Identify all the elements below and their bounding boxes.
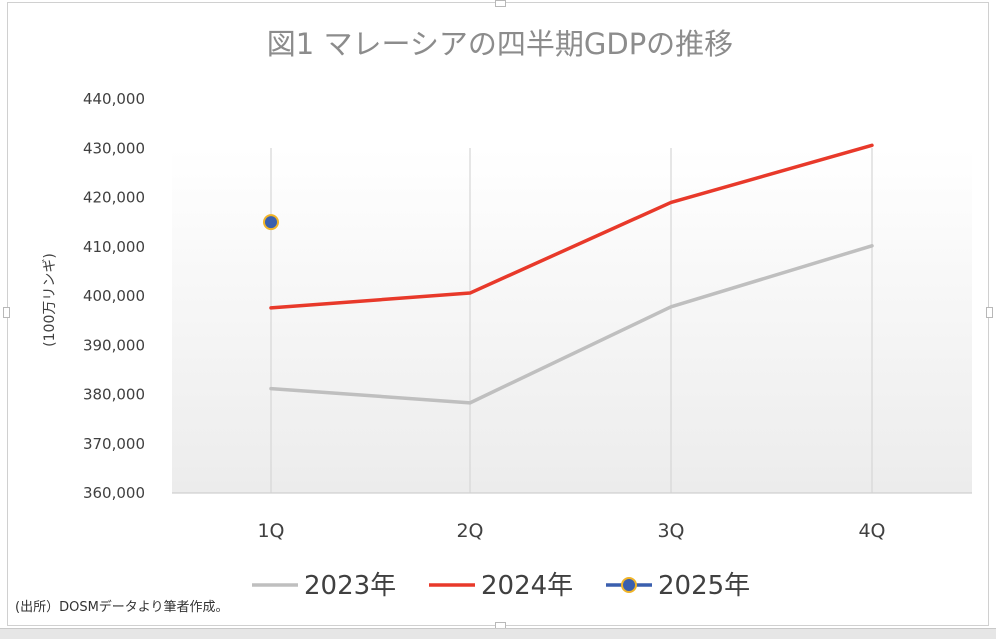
legend-label-2024年: 2024年 <box>481 571 573 601</box>
x-category-label: 4Q <box>858 520 885 542</box>
x-category-label: 2Q <box>456 520 483 542</box>
y-tick-label: 440,000 <box>83 90 145 108</box>
y-tick-label: 410,000 <box>83 238 145 256</box>
legend-marker-2025年 <box>621 577 637 593</box>
x-category-label: 1Q <box>257 520 284 542</box>
series-line-2024年 <box>269 143 874 310</box>
resize-handle-top[interactable] <box>495 0 506 7</box>
y-tick-label: 370,000 <box>83 435 145 453</box>
y-tick-label: 360,000 <box>83 484 145 502</box>
y-tick-label: 390,000 <box>83 336 145 354</box>
series-line-2023年 <box>269 244 874 405</box>
legend-label-2023年: 2023年 <box>304 571 396 601</box>
y-tick-label: 380,000 <box>83 386 145 404</box>
legend-label-2025年: 2025年 <box>658 571 750 601</box>
x-category-label: 3Q <box>657 520 684 542</box>
resize-handle-left[interactable] <box>3 307 10 318</box>
source-note: (出所）DOSMデータより筆者作成。 <box>15 599 229 615</box>
y-tick-label: 400,000 <box>83 287 145 305</box>
y-tick-label: 420,000 <box>83 189 145 207</box>
y-tick-label: 430,000 <box>83 139 145 157</box>
resize-handle-right[interactable] <box>986 307 993 318</box>
chart-title: 図1 マレーシアの四半期GDPの推移 <box>267 27 733 61</box>
sheet-strip <box>0 628 996 639</box>
plot-area <box>172 148 972 493</box>
data-point-2025年 <box>263 214 279 231</box>
y-axis-label: (100万リンギ) <box>42 253 58 347</box>
